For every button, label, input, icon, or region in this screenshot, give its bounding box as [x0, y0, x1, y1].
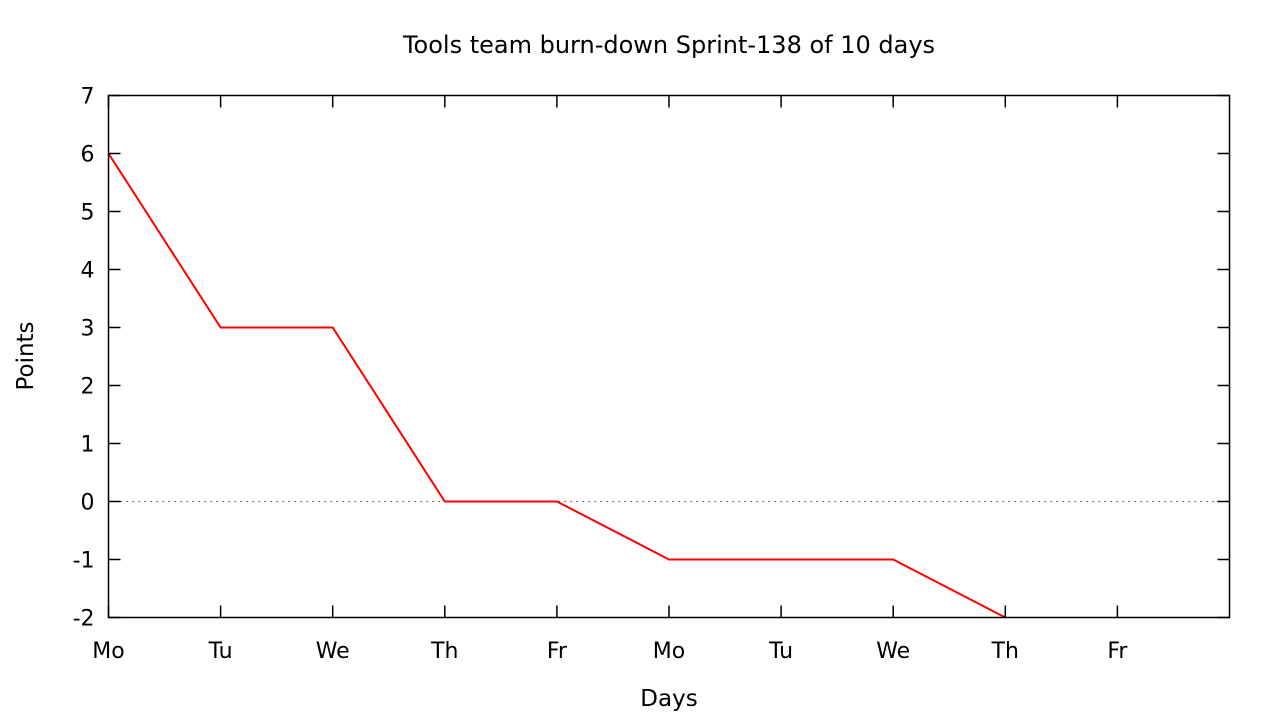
y-tick-label: -2: [73, 607, 95, 632]
data-series-group: [107, 152, 1006, 619]
y-tick-label: 5: [81, 201, 95, 226]
y-tick-label: 3: [81, 317, 95, 342]
chart-title: Tools team burn-down Sprint-138 of 10 da…: [402, 31, 935, 59]
x-tick-label: We: [876, 639, 910, 664]
tick-labels-group: Mo Tu We Th Fr Mo Tu We Th Fr -2 -1 0 1 2 3 4 5 6 7: [73, 85, 1129, 665]
y-tick-label: 7: [81, 85, 95, 110]
x-tick-label: Mo: [653, 639, 685, 664]
burndown-data-line: [107, 152, 1006, 619]
y-tick-label: 0: [81, 491, 95, 516]
x-tick-label: Mo: [92, 639, 124, 664]
y-tick-label: 1: [81, 433, 95, 458]
plot-border: [107, 94, 1231, 619]
x-tick-label: Tu: [768, 639, 793, 664]
x-tick-label: Fr: [1107, 639, 1128, 664]
x-tick-label: Fr: [547, 639, 568, 664]
y-tick-label: 2: [81, 375, 95, 400]
y-tick-label: 4: [81, 259, 95, 284]
x-tick-label: Th: [430, 639, 458, 664]
y-tick-label: -1: [73, 549, 95, 574]
x-tick-label: Tu: [208, 639, 233, 664]
x-axis-label: Days: [640, 686, 697, 712]
axis-ticks-group: [107, 94, 1230, 619]
y-tick-label: 6: [81, 143, 95, 168]
y-axis-label: Points: [13, 321, 39, 390]
x-tick-label: Th: [991, 639, 1019, 664]
x-tick-label: We: [316, 639, 350, 664]
